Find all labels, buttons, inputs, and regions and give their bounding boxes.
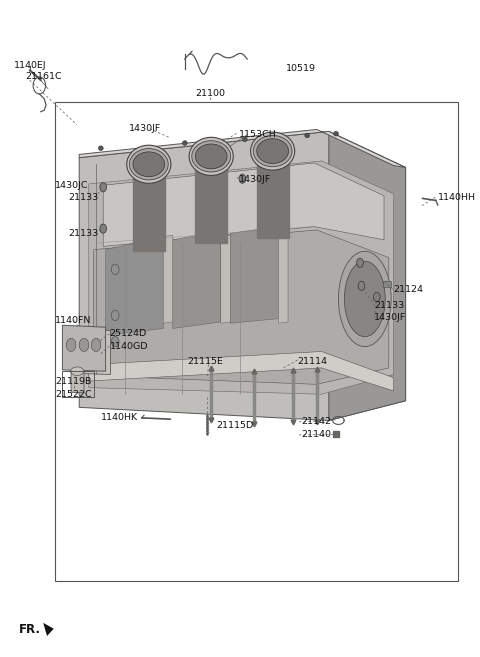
Text: 21522C: 21522C [55, 390, 92, 399]
Polygon shape [94, 230, 389, 384]
Polygon shape [133, 175, 165, 251]
Text: 1153CH: 1153CH [239, 130, 277, 139]
Text: 21114: 21114 [298, 357, 327, 366]
Circle shape [91, 338, 101, 351]
Text: 21140: 21140 [301, 430, 331, 440]
Ellipse shape [338, 251, 391, 346]
Circle shape [358, 281, 365, 290]
Text: 1430JF: 1430JF [129, 124, 161, 133]
Ellipse shape [192, 141, 230, 172]
Text: 21115E: 21115E [187, 357, 223, 366]
Circle shape [111, 310, 119, 321]
Ellipse shape [189, 137, 233, 175]
Text: 21119B: 21119B [55, 376, 92, 386]
Ellipse shape [305, 133, 310, 138]
Polygon shape [329, 131, 406, 420]
Circle shape [357, 258, 363, 267]
Circle shape [373, 292, 380, 302]
Text: 1430JF: 1430JF [239, 175, 271, 184]
Text: 1140HH: 1140HH [438, 193, 476, 202]
Polygon shape [221, 235, 230, 323]
Text: 21124: 21124 [394, 284, 423, 294]
Polygon shape [195, 168, 227, 243]
Ellipse shape [257, 139, 288, 164]
Polygon shape [257, 162, 288, 238]
Text: 1140FN: 1140FN [55, 316, 92, 325]
Polygon shape [43, 623, 54, 636]
Circle shape [100, 224, 107, 233]
Ellipse shape [195, 144, 227, 169]
Text: 21115D: 21115D [216, 421, 253, 430]
Text: 21133: 21133 [374, 301, 405, 310]
Text: 21142: 21142 [301, 417, 331, 426]
Polygon shape [62, 325, 106, 371]
Polygon shape [163, 235, 173, 323]
Ellipse shape [251, 132, 295, 170]
Circle shape [79, 338, 89, 351]
Ellipse shape [71, 367, 84, 376]
Text: 21133: 21133 [69, 193, 99, 202]
Text: 1140GD: 1140GD [109, 342, 148, 351]
Text: 1430JC: 1430JC [55, 181, 89, 190]
Polygon shape [173, 231, 221, 328]
Polygon shape [106, 237, 163, 335]
Circle shape [66, 338, 76, 351]
Polygon shape [79, 131, 406, 420]
Text: 21133: 21133 [69, 229, 99, 238]
Polygon shape [278, 235, 288, 323]
Ellipse shape [242, 137, 247, 142]
Ellipse shape [133, 152, 165, 177]
Polygon shape [103, 163, 384, 246]
Polygon shape [71, 371, 84, 393]
Text: 1430JF: 1430JF [374, 313, 407, 322]
Circle shape [111, 264, 119, 275]
Text: 1140HK: 1140HK [101, 413, 138, 422]
Polygon shape [230, 227, 278, 323]
Ellipse shape [182, 141, 187, 145]
Polygon shape [79, 129, 406, 168]
Text: 21100: 21100 [195, 89, 225, 98]
Text: FR.: FR. [19, 623, 41, 636]
Text: 1140EJ: 1140EJ [14, 61, 47, 70]
Polygon shape [71, 328, 110, 374]
Text: 21161C: 21161C [25, 72, 61, 81]
Ellipse shape [98, 146, 103, 150]
Circle shape [111, 336, 119, 347]
FancyBboxPatch shape [55, 102, 458, 581]
Ellipse shape [127, 145, 171, 183]
Ellipse shape [253, 135, 292, 167]
Text: 10519: 10519 [286, 64, 316, 73]
Polygon shape [89, 351, 394, 391]
Circle shape [100, 183, 107, 192]
Polygon shape [383, 281, 391, 287]
Polygon shape [89, 161, 394, 394]
Text: 25124D: 25124D [109, 329, 147, 338]
Ellipse shape [334, 131, 338, 136]
Circle shape [239, 174, 246, 183]
Ellipse shape [345, 261, 385, 336]
Ellipse shape [130, 148, 168, 180]
